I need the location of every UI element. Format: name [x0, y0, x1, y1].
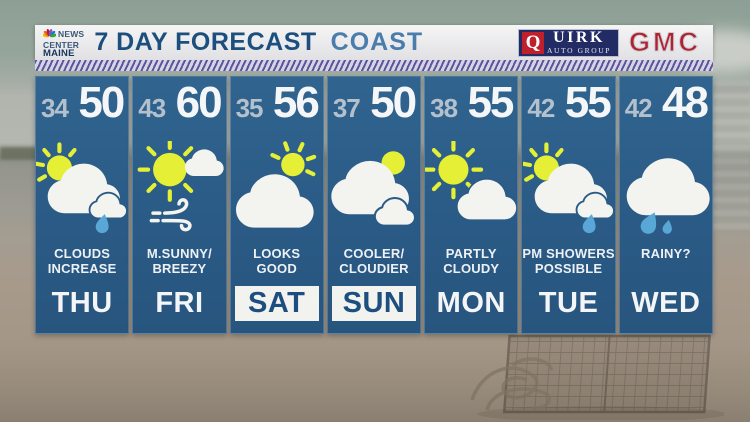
quirk-q-badge: Q — [522, 31, 544, 54]
quirk-subtitle: AUTO GROUP — [547, 46, 611, 56]
low-temp: 42 — [624, 93, 653, 123]
day-card-tue: 42 55 PM SHOWERS POSSIBLE TUE — [521, 76, 616, 334]
rain-cloud-icon — [620, 129, 712, 247]
low-temp: 37 — [332, 93, 361, 123]
condition-line2: POSSIBLE — [534, 260, 603, 276]
sun-cloud-icon — [425, 129, 518, 247]
sun-breezy-icon — [133, 129, 225, 247]
day-label-sun: SUN — [331, 286, 417, 321]
low-temp: 38 — [430, 93, 458, 123]
day-card-fri: 43 60 M.SUNNY/ BREEZY FRI — [132, 76, 227, 334]
day-label-wed: WED — [631, 287, 701, 319]
hatched-divider — [35, 60, 713, 71]
sun-cloud-rain-icon — [522, 129, 615, 247]
low-temp: 42 — [527, 93, 555, 123]
condition-line1: COOLER/ — [343, 246, 405, 261]
condition-text: COOLER/ CLOUDIER — [328, 246, 420, 283]
lobster-trap-photo — [470, 334, 724, 420]
condition-line1: PM SHOWERS — [522, 246, 615, 261]
day-label-tue: TUE — [538, 287, 599, 319]
high-temp: 60 — [175, 78, 223, 127]
condition-text: PM SHOWERS POSSIBLE — [522, 246, 615, 283]
high-temp: 48 — [662, 78, 709, 127]
temps: 34 50 — [36, 77, 128, 129]
station-line-news: NEWS — [58, 28, 85, 39]
condition-text: LOOKS GOOD — [231, 246, 323, 283]
low-temp: 34 — [41, 93, 69, 123]
cloud-sun-icon — [231, 129, 323, 247]
sun-cloud-rain-icon — [36, 129, 129, 247]
high-temp: 50 — [370, 78, 417, 127]
condition-line1: M.SUNNY/ — [146, 246, 212, 261]
temps: 42 48 — [620, 77, 712, 129]
gmc-logo: GMC — [629, 27, 701, 58]
condition-line1: CLOUDS — [54, 246, 111, 261]
temps: 35 56 — [231, 77, 323, 129]
condition-line1: LOOKS — [253, 246, 301, 261]
day-card-wed: 42 48 RAINY? WED — [618, 76, 713, 334]
condition-text: RAINY? — [620, 246, 712, 283]
temps: 42 55 — [522, 77, 614, 129]
quirk-name: UIRK — [553, 29, 605, 47]
treeline-horizon — [0, 147, 36, 160]
station-line-center: CENTER — [43, 39, 80, 50]
high-temp: 55 — [467, 78, 514, 127]
condition-line2: INCREASE — [47, 260, 117, 276]
station-line-maine: MAINE — [43, 48, 75, 60]
header-bar: NEWS CENTER MAINE 7 DAY FORECAST COAST Q… — [35, 25, 713, 60]
condition-text: CLOUDS INCREASE — [36, 246, 128, 283]
clouds-sun-icon — [328, 129, 420, 247]
forecast-title: 7 DAY FORECAST — [94, 28, 317, 56]
temps: 43 60 — [133, 77, 225, 129]
station-logo: NEWS CENTER MAINE — [43, 27, 84, 58]
day-card-sun: 37 50 COOLER/ CLOUDIER SUN — [326, 76, 422, 334]
seven-day-forecast-widget: NEWS CENTER MAINE 7 DAY FORECAST COAST Q… — [35, 25, 713, 334]
day-label-fri: FRI — [155, 287, 204, 319]
day-label-sat: SAT — [234, 286, 319, 321]
low-temp: 35 — [235, 93, 264, 123]
condition-line2: GOOD — [256, 260, 297, 276]
condition-line2: CLOUDIER — [339, 260, 409, 276]
temps: 37 50 — [328, 77, 420, 129]
forecast-columns: 34 50 CLOUDS INCREASE THU 43 60 M.SUNNY/… — [35, 76, 713, 334]
low-temp: 43 — [138, 93, 166, 123]
shoreline-water — [710, 80, 750, 230]
temps: 38 55 — [425, 77, 517, 129]
high-temp: 56 — [272, 78, 320, 127]
condition-line1: PARTLY — [445, 246, 497, 261]
condition-text: M.SUNNY/ BREEZY — [133, 246, 225, 283]
day-card-sat: 35 56 LOOKS GOOD SAT — [229, 76, 324, 334]
condition-line1: RAINY? — [641, 246, 691, 261]
high-temp: 50 — [78, 78, 125, 127]
high-temp: 55 — [564, 78, 612, 127]
condition-text: PARTLY CLOUDY — [425, 246, 517, 283]
nbc-peacock-icon — [43, 28, 56, 38]
quirk-auto-group-logo: Q UIRK AUTO GROUP — [518, 28, 619, 57]
day-label-thu: THU — [51, 287, 113, 319]
condition-line2: BREEZY — [152, 260, 207, 276]
day-label-mon: MON — [436, 287, 506, 319]
forecast-region: COAST — [330, 28, 424, 56]
day-card-mon: 38 55 PARTLY CLOUDY MON — [424, 76, 519, 334]
condition-line2: CLOUDY — [443, 260, 500, 276]
day-card-thu: 34 50 CLOUDS INCREASE THU — [35, 76, 130, 334]
